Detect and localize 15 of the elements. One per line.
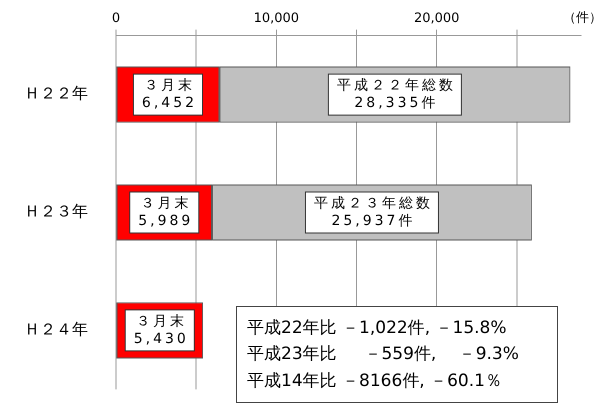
x-axis-title: （件） bbox=[563, 10, 602, 26]
data-label: ３月末 6,452 bbox=[142, 77, 198, 111]
x-tick-label: 10,000 bbox=[254, 11, 300, 26]
annotation: 平成23年比 －559件, －9.3% bbox=[247, 343, 520, 366]
total-label: 平成２３年総数 25,937件 bbox=[314, 195, 433, 229]
annotation: 平成22年比 －1,022件, －15.8% bbox=[247, 317, 508, 340]
x-tick-label: 20,000 bbox=[414, 11, 460, 26]
y-tick-label: Ｈ２３年 bbox=[24, 202, 88, 221]
data-label: ３月末 5,989 bbox=[138, 195, 194, 229]
annotation: 平成14年比 －8166件, －60.1％ bbox=[247, 370, 503, 393]
y-tick-label: Ｈ２２年 bbox=[24, 84, 88, 103]
total-label: 平成２２年総数 28,335件 bbox=[336, 77, 456, 111]
y-tick-label: Ｈ２４年 bbox=[24, 320, 88, 339]
data-label: ３月末 5,430 bbox=[134, 313, 189, 347]
x-tick-label: 0 bbox=[112, 11, 120, 26]
